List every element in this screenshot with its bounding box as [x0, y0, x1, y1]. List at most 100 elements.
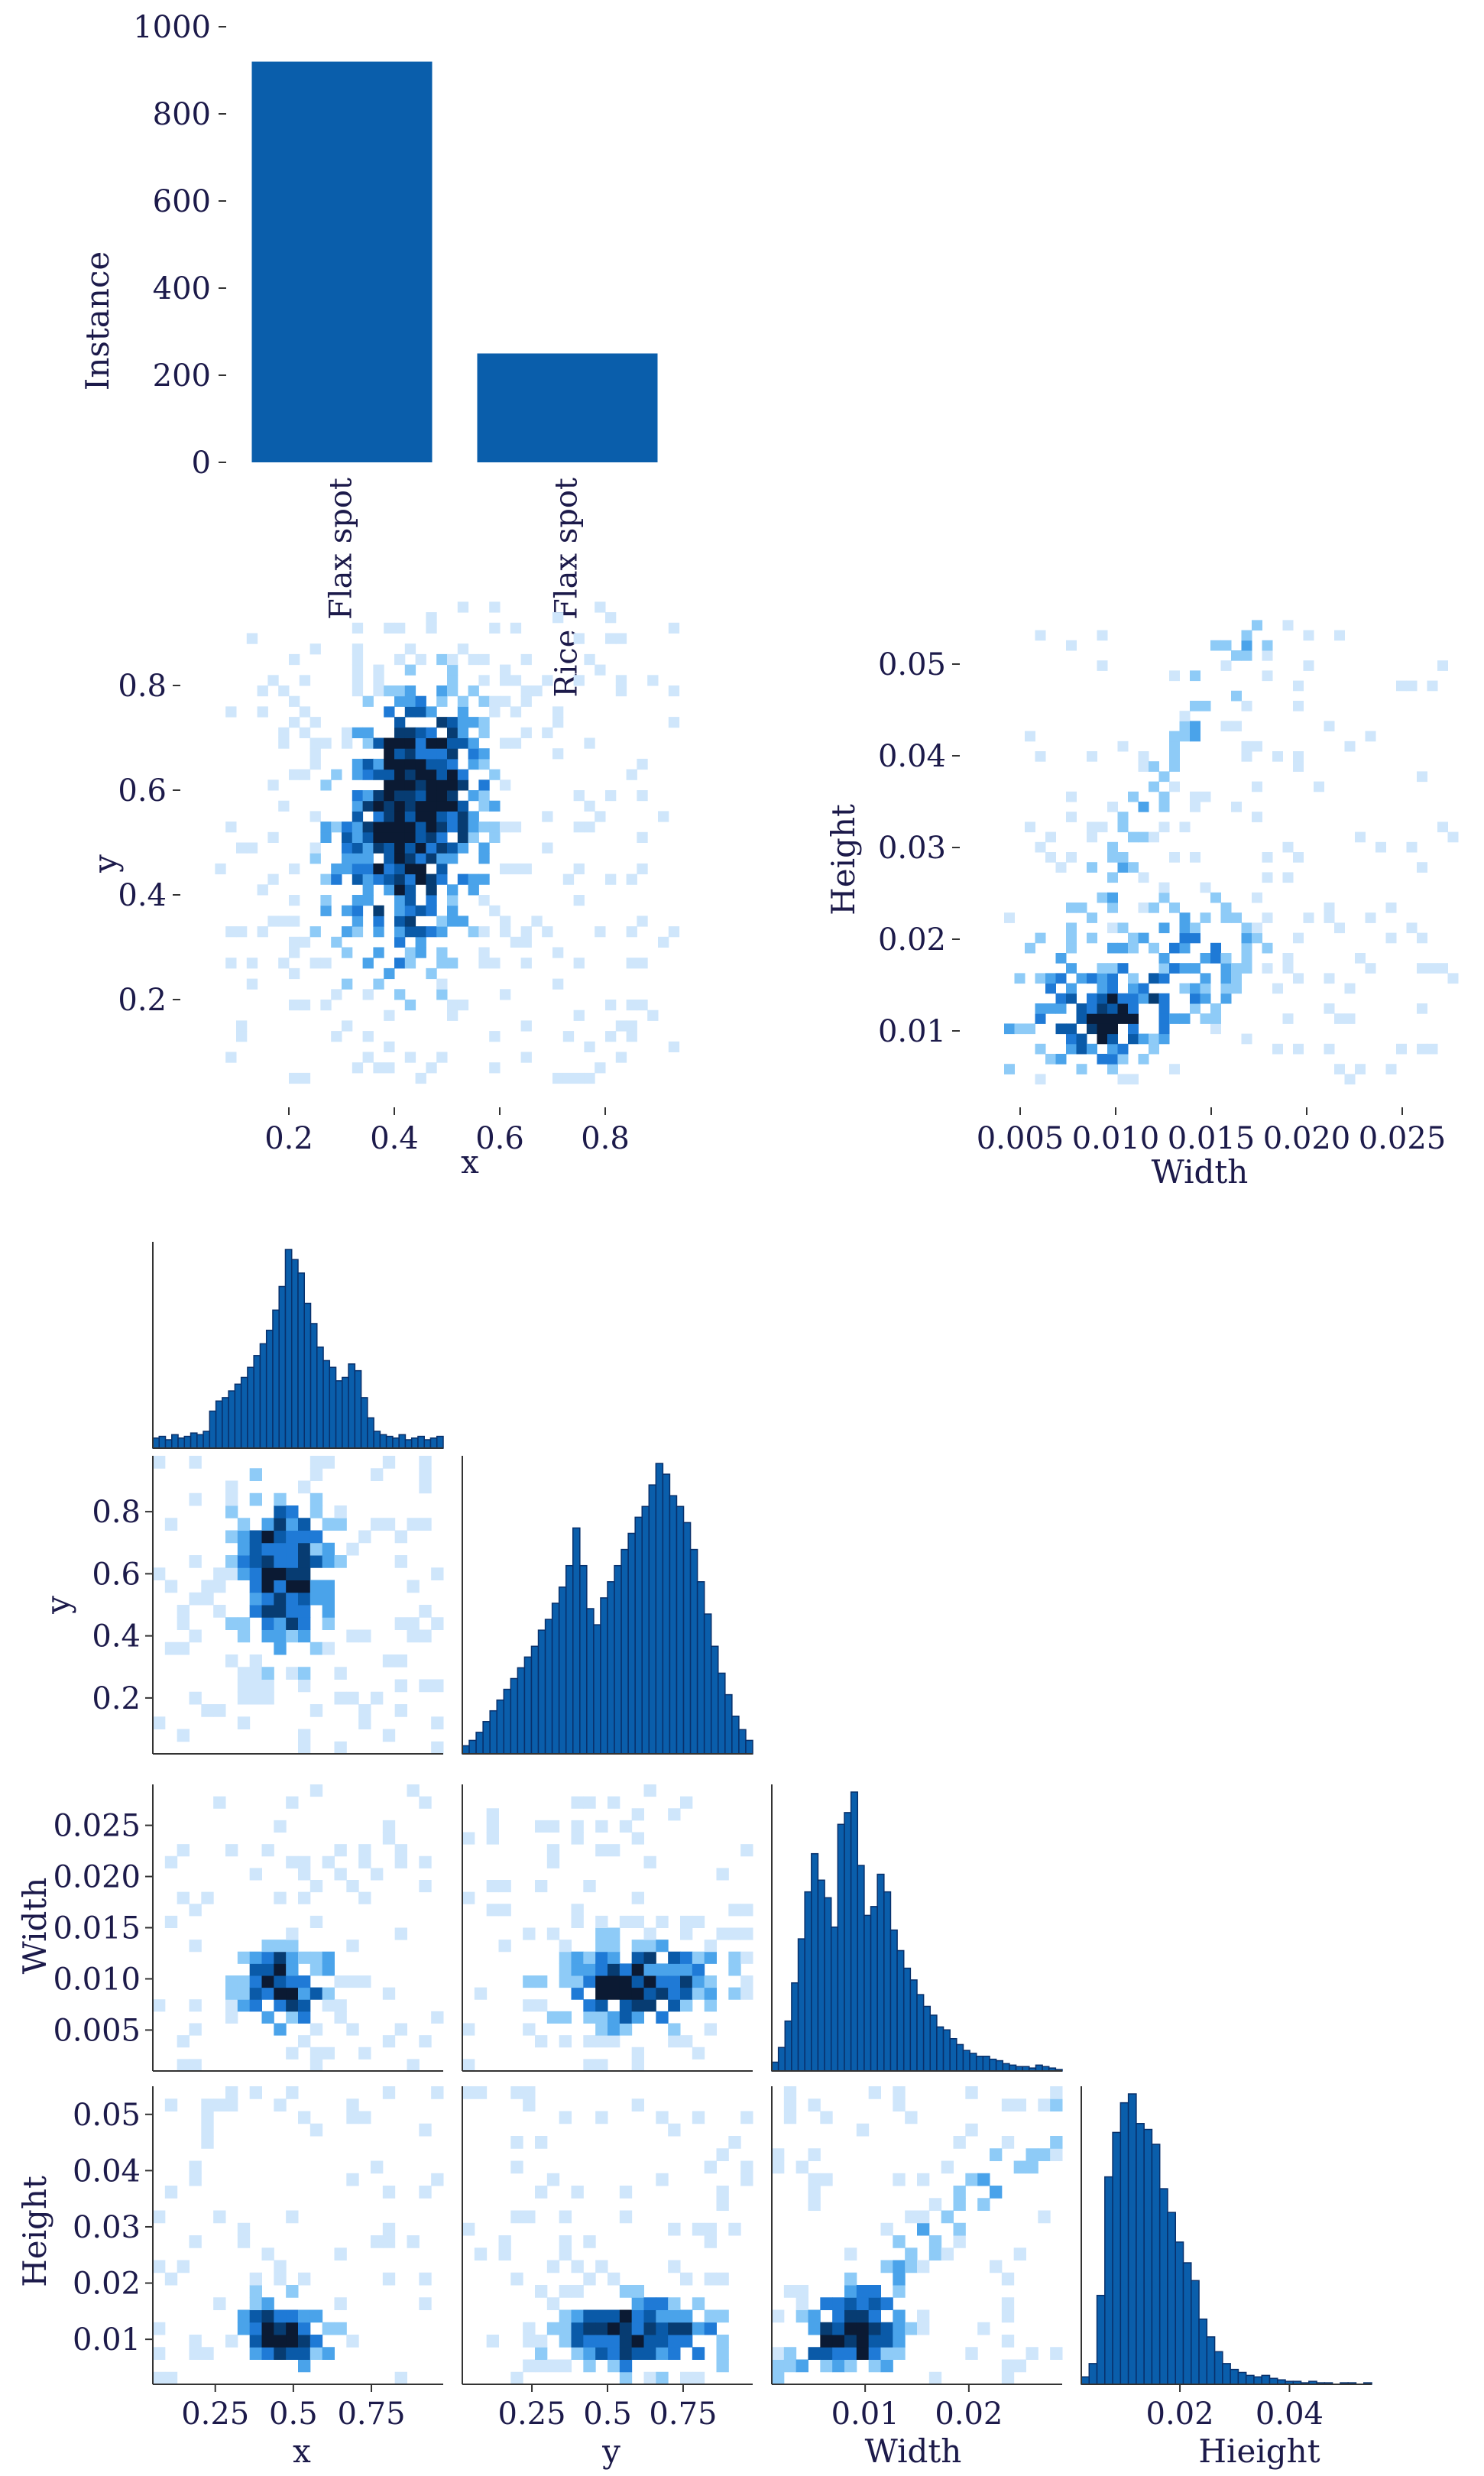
- density-cell: [436, 853, 448, 864]
- pair-cell: [249, 2285, 262, 2298]
- density-cell: [373, 1062, 384, 1074]
- hist-bar-x: [196, 1434, 204, 1449]
- pair-cell: [286, 2210, 299, 2224]
- density-cell: [626, 769, 637, 780]
- pair-cell: [668, 1999, 681, 2012]
- density-cell: [489, 800, 501, 812]
- pair-cell: [177, 2035, 190, 2048]
- density-cell: [404, 685, 416, 697]
- pair-cell: [631, 2335, 644, 2348]
- hist-bar-y: [738, 1729, 747, 1755]
- density-cell: [1210, 1003, 1221, 1014]
- pair-cell: [334, 2248, 347, 2260]
- density-cell: [404, 926, 416, 938]
- density-cell: [1117, 1054, 1129, 1065]
- pair-cell: [382, 1518, 396, 1531]
- pair-cell: [820, 2173, 833, 2186]
- density-cell: [1210, 942, 1221, 954]
- density-cell: [394, 831, 406, 843]
- hist-bar-y: [718, 1672, 726, 1755]
- pair-ytick-label: 0.005: [53, 2013, 141, 2048]
- pair-cell: [893, 2309, 906, 2323]
- wh-xlabel: Width: [1152, 1153, 1249, 1191]
- density-cell: [457, 916, 469, 927]
- density-cell: [436, 717, 448, 728]
- xtick-label: 0.6: [475, 1121, 524, 1156]
- pair-cell: [608, 2011, 620, 2024]
- pair-cell: [189, 1691, 202, 1705]
- pair-cell: [382, 2186, 396, 2199]
- pair-cell: [808, 2198, 821, 2211]
- density-cell: [436, 822, 448, 833]
- density-cell: [478, 800, 490, 812]
- pair-cell: [668, 2335, 681, 2348]
- density-cell: [436, 779, 448, 791]
- hist-bar-y: [662, 1473, 671, 1755]
- density-cell: [1252, 620, 1262, 631]
- density-cell: [362, 695, 374, 707]
- density-cell: [468, 758, 479, 770]
- pair-cell: [808, 2347, 821, 2360]
- density-cell: [246, 842, 258, 854]
- density-cell: [520, 936, 532, 948]
- density-cell: [394, 769, 406, 780]
- hist-bar-width: [989, 2058, 997, 2072]
- pair-cell: [668, 2260, 681, 2273]
- density-cell: [1117, 1074, 1129, 1085]
- pair-cell: [704, 1975, 717, 1988]
- density-cell: [1076, 1033, 1087, 1045]
- pairplot-bottom-labels: x y Width Hieight: [293, 2432, 1320, 2470]
- hist-bar-x: [417, 1435, 425, 1449]
- hist-bar-x: [290, 1259, 299, 1449]
- pair-cell: [274, 1999, 287, 2012]
- pair-cell: [1050, 2086, 1063, 2099]
- density-cell: [278, 800, 290, 812]
- density-cell: [447, 758, 458, 770]
- pair-cell: [680, 1975, 693, 1988]
- pair-cell: [905, 2210, 918, 2224]
- pair-cell: [783, 2098, 797, 2111]
- pair-cell: [462, 1832, 475, 1845]
- hist-bar-width: [975, 2056, 984, 2072]
- density-cell: [362, 873, 374, 885]
- pair-cell: [510, 2371, 523, 2385]
- density-cell: [309, 811, 321, 822]
- density-cell: [384, 853, 395, 864]
- density-cell: [1355, 1064, 1366, 1074]
- pair-cell: [692, 1963, 705, 1976]
- pair-ytick-label: 0.01: [73, 2322, 141, 2358]
- density-cell: [478, 947, 490, 958]
- pair-cell: [631, 2011, 644, 2024]
- pair-cell: [249, 2322, 262, 2335]
- density-cell: [1045, 1054, 1056, 1065]
- hist-bar-y: [558, 1586, 567, 1755]
- hist-bar-x: [398, 1434, 407, 1449]
- pair-cell: [431, 2011, 444, 2024]
- density-cell: [309, 737, 321, 749]
- pair-cell: [631, 1987, 644, 2000]
- pair-cell: [286, 1555, 299, 1568]
- pair-cell: [237, 1530, 251, 1544]
- density-cell: [1231, 973, 1242, 984]
- density-cell: [1107, 993, 1118, 1004]
- density-cell: [404, 905, 416, 916]
- density-cell: [468, 717, 479, 728]
- density-cell: [1055, 953, 1067, 964]
- density-cell: [342, 737, 353, 749]
- hist-bar-width: [896, 1949, 905, 2072]
- density-cell: [1365, 912, 1376, 923]
- pair-cell: [261, 1975, 274, 1988]
- bar-flax-spot: [251, 61, 433, 463]
- density-cell: [404, 842, 416, 854]
- density-cell: [426, 622, 437, 634]
- pair-cell: [608, 2347, 620, 2360]
- density-cell: [1241, 1033, 1252, 1045]
- pair-cell: [844, 2347, 857, 2360]
- hist-bar-width: [797, 1938, 805, 2072]
- pair-cell: [382, 1832, 396, 1845]
- pair-cell: [164, 1641, 178, 1655]
- density-cell: [573, 1072, 585, 1084]
- density-cell: [394, 916, 406, 927]
- pair-cell: [832, 2309, 845, 2323]
- density-cell: [1314, 781, 1324, 792]
